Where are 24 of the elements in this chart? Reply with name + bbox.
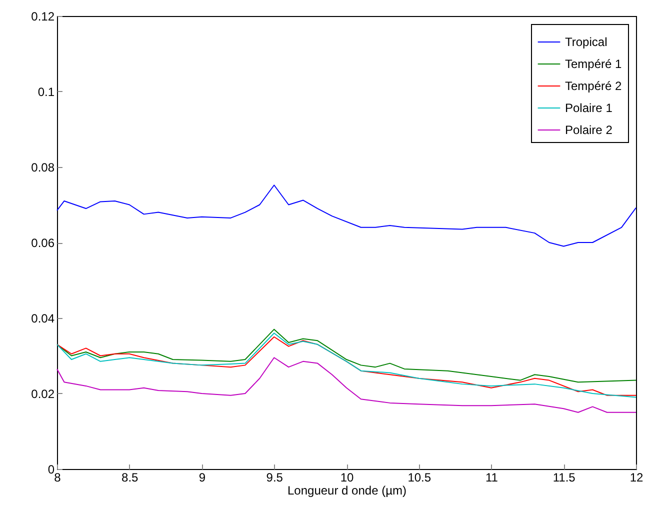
x-tick-label: 10.5 [408,470,432,484]
x-tick-label: 10 [340,470,354,484]
y-tick-label: 0.12 [31,10,55,24]
x-tick-label: 9 [198,470,206,484]
x-tick-label: 8.5 [122,470,139,484]
legend-label: Tropical [565,35,608,49]
x-tick-label: 11.5 [552,470,576,484]
line-series [56,184,636,247]
y-tick-label: 0.02 [31,387,55,401]
x-tick-label: 12 [630,470,644,484]
y-tick-label: 0.04 [31,312,55,326]
legend-label: Tempéré 2 [565,79,622,93]
x-axis-title: Longueur d onde (µm) [288,484,406,498]
x-tick-label: 8 [54,470,62,484]
x-tick-label: 9.5 [266,470,284,484]
legend-label: Polaire 1 [565,101,613,115]
x-tick-label: 11 [486,470,498,484]
y-tick-label: 0.08 [31,160,55,174]
y-tick-label: 0.06 [31,236,55,250]
legend-label: Polaire 2 [565,123,613,137]
legend-label: Tempéré 1 [565,57,622,71]
y-tick-label: 0 [48,462,55,476]
line-series [56,357,636,413]
y-tick-label: 0.1 [38,85,55,99]
